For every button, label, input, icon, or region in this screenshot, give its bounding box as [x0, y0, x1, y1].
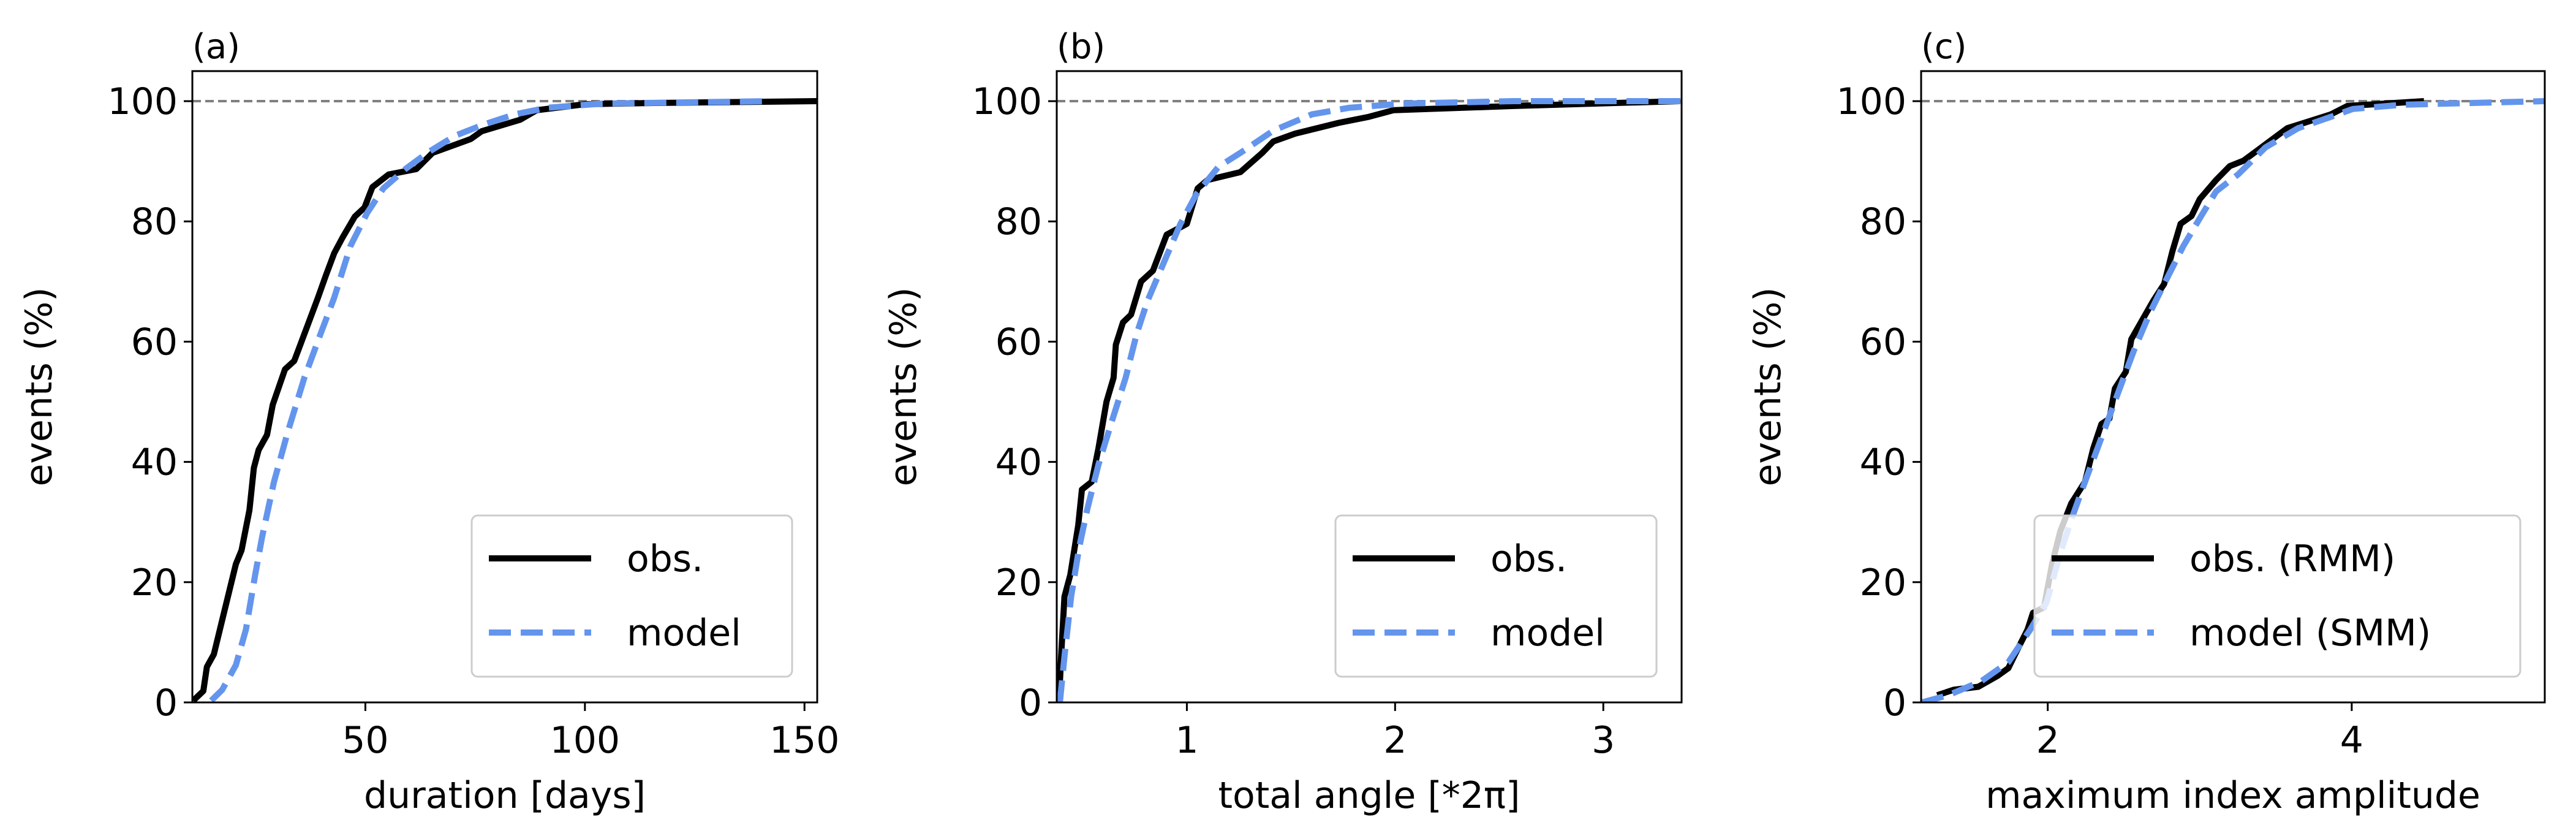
x-tick-label: 4	[2340, 719, 2363, 762]
y-tick-label: 100	[972, 80, 1042, 123]
y-axis-label: events (%)	[882, 287, 925, 486]
y-tick-label: 20	[995, 561, 1042, 604]
panel-label: (b)	[1057, 27, 1105, 67]
x-axis-label: duration [days]	[364, 774, 646, 817]
panel-a: 0 20 40 60 80 100 50 100 150 duration [days] event…	[18, 27, 839, 817]
legend-label: obs.	[627, 538, 703, 580]
legend-label: model	[1490, 612, 1605, 655]
x-tick-label: 2	[2036, 719, 2060, 762]
series-line-obs	[192, 98, 817, 702]
y-tick-label: 100	[1836, 80, 1906, 123]
y-axis-label: events (%)	[18, 287, 61, 486]
x-axis-label: total angle [*2π]	[1218, 774, 1520, 817]
y-tick-label: 60	[1860, 321, 1906, 363]
y-tick-label: 60	[995, 321, 1042, 363]
x-axis-label: maximum index amplitude	[1985, 774, 2480, 817]
panel-label: (a)	[192, 27, 240, 67]
y-tick-label: 40	[1860, 441, 1906, 484]
y-tick-label: 0	[1019, 682, 1042, 724]
y-tick-label: 100	[107, 80, 178, 123]
y-tick-label: 80	[1860, 200, 1906, 243]
panel-b: 0 20 40 60 80 100 1 2 3 total angle [*2π] events (…	[882, 27, 1683, 817]
legend-label: model (SMM)	[2189, 612, 2431, 655]
series-line-model	[1057, 98, 1680, 702]
x-tick-label: 2	[1383, 719, 1407, 762]
x-tick-label: 150	[769, 719, 840, 762]
series-line-obs	[1057, 98, 1681, 702]
series-line-model	[209, 98, 771, 702]
axes-frame	[1056, 70, 1683, 704]
panel-label: (c)	[1921, 27, 1966, 67]
axes-frame	[191, 70, 818, 704]
series-line-model	[1921, 98, 2545, 702]
y-tick-label: 20	[1860, 561, 1906, 604]
x-tick-label: 50	[342, 719, 388, 762]
y-tick-label: 60	[131, 321, 178, 363]
y-tick-label: 0	[154, 682, 178, 724]
y-axis-label: events (%)	[1747, 287, 1789, 486]
x-tick-label: 1	[1175, 719, 1198, 762]
panel-c: 0 20 40 60 80 100 2 4 maximum index amplitude eve…	[1747, 27, 2546, 817]
y-tick-label: 40	[995, 441, 1042, 484]
legend-label: obs. (RMM)	[2189, 538, 2395, 580]
y-tick-label: 80	[995, 200, 1042, 243]
y-tick-label: 80	[131, 200, 178, 243]
y-tick-label: 20	[131, 561, 178, 604]
x-tick-label: 3	[1592, 719, 1615, 762]
legend-box	[2033, 514, 2521, 678]
axes-frame	[1920, 70, 2546, 704]
y-tick-label: 0	[1883, 682, 1906, 724]
legend-label: obs.	[1490, 538, 1567, 580]
legend-label: model	[627, 612, 741, 655]
x-tick-label: 100	[550, 719, 621, 762]
y-tick-label: 40	[131, 441, 178, 484]
